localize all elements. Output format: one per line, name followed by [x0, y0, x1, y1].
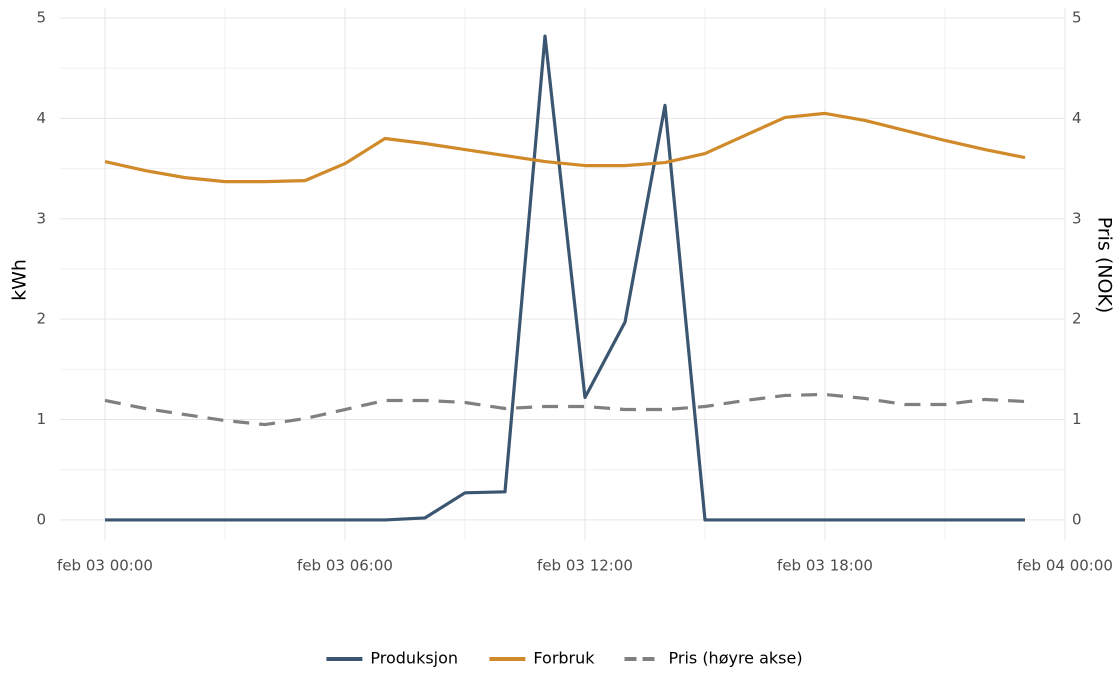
x-tick-label: feb 03 12:00 — [537, 557, 633, 575]
y-tick-label: 5 — [36, 9, 46, 27]
y2-tick-label: 2 — [1072, 310, 1082, 328]
legend-label: Pris (høyre akse) — [669, 649, 803, 668]
y2-tick-label: 4 — [1072, 109, 1082, 127]
y2-axis-label: Pris (NOK) — [1094, 217, 1116, 314]
y2-tick-label: 0 — [1072, 510, 1082, 528]
y-axis-label: kWh — [9, 259, 31, 301]
x-tick-label: feb 03 06:00 — [297, 557, 393, 575]
y-tick-label: 1 — [36, 410, 46, 428]
y-tick-label: 4 — [36, 109, 46, 127]
series-line — [105, 34, 1025, 522]
legend-label: Forbruk — [533, 649, 595, 668]
x-tick-label: feb 03 00:00 — [57, 557, 153, 575]
x-tick-label: feb 04 00:00 — [1017, 557, 1113, 575]
legend-label: Produksjon — [370, 649, 458, 668]
x-tick-label: feb 03 18:00 — [777, 557, 873, 575]
series-line — [104, 111, 1026, 184]
y2-tick-label: 3 — [1072, 209, 1082, 227]
y-tick-label: 2 — [36, 310, 46, 328]
y-tick-label: 3 — [36, 209, 46, 227]
series-line — [104, 392, 1026, 427]
y2-tick-label: 1 — [1072, 410, 1082, 428]
y-tick-label: 0 — [36, 510, 46, 528]
y2-tick-label: 5 — [1072, 9, 1082, 27]
